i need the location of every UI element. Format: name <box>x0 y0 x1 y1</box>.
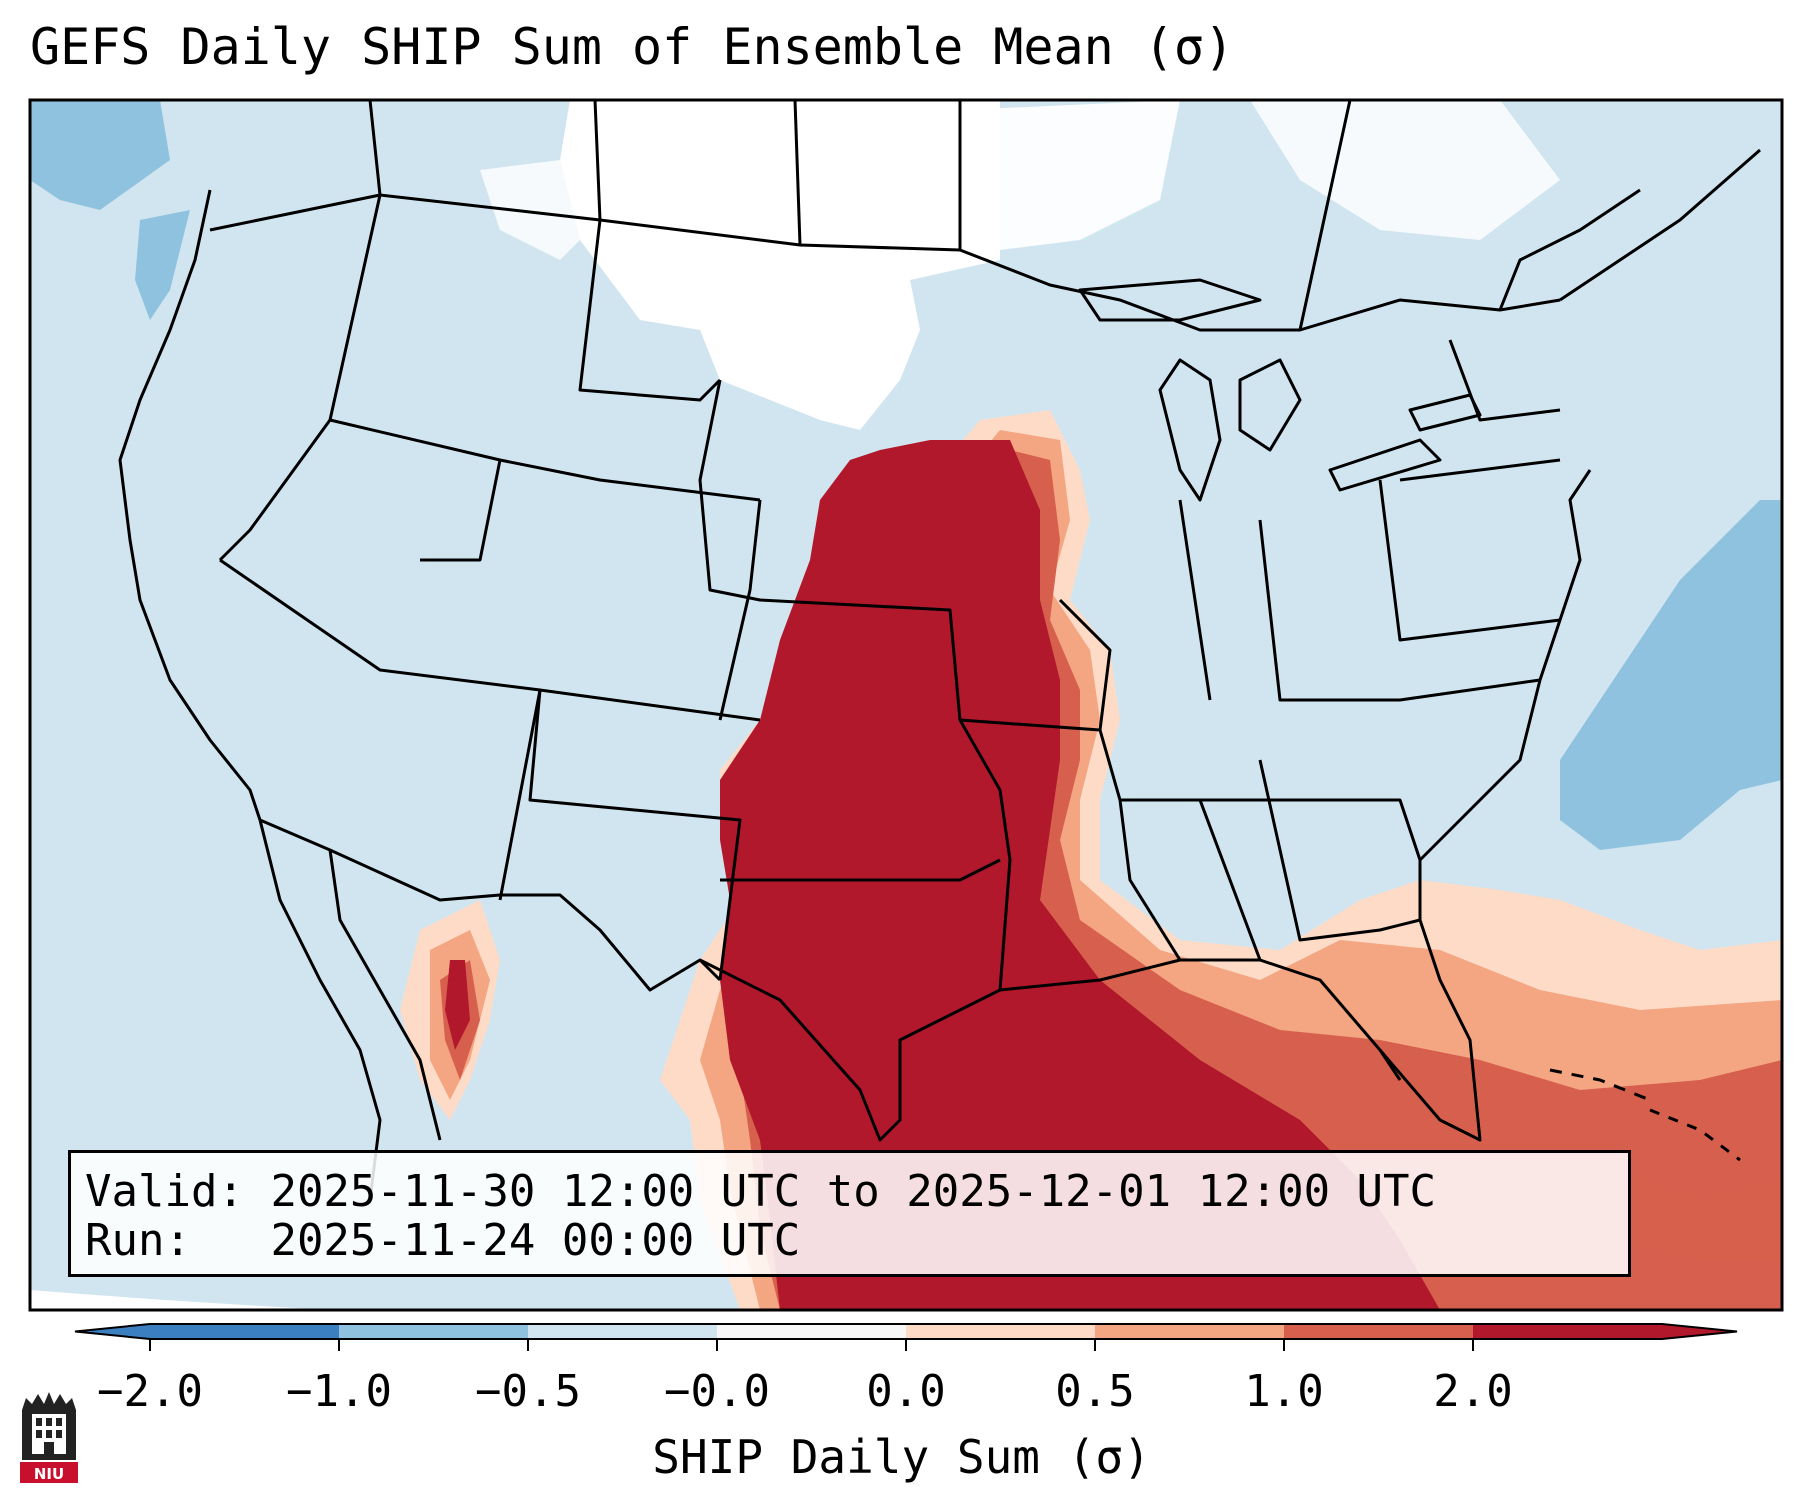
map-field <box>30 100 1782 1310</box>
colorbar-tick-label: 2.0 <box>1433 1366 1513 1417</box>
run-line: Run: 2025-11-24 00:00 UTC <box>85 1216 1614 1265</box>
colorbar-tick-label: −2.0 <box>97 1366 203 1417</box>
colorbar-tick-label: 1.0 <box>1244 1366 1324 1417</box>
colorbar-extend-low <box>75 1324 150 1339</box>
colorbar-label: SHIP Daily Sum (σ) <box>652 1430 1151 1484</box>
colorbar-segment <box>1473 1324 1663 1339</box>
colorbar-segment <box>150 1324 340 1339</box>
boundary-lines <box>118 100 1761 1201</box>
valid-label: Valid: <box>85 1166 244 1217</box>
colorbar-segment <box>528 1324 718 1339</box>
colorbar-tick-label: −0.0 <box>664 1366 770 1417</box>
map-frame <box>28 98 1784 1312</box>
colorbar-segment <box>1095 1324 1285 1339</box>
colorbar-tick-label: −1.0 <box>286 1366 392 1417</box>
colorbar-segment <box>339 1324 529 1339</box>
colorbar-tick-label: 0.5 <box>1055 1366 1135 1417</box>
valid-line: Valid: 2025-11-30 12:00 UTC to 2025-12-0… <box>85 1167 1614 1216</box>
valid-run-info-box: Valid: 2025-11-30 12:00 UTC to 2025-12-0… <box>68 1150 1631 1277</box>
colorbar-extend-high <box>1662 1324 1737 1339</box>
negative-region-atlantic <box>1560 500 1782 850</box>
neutral-region-north <box>560 100 1000 430</box>
colorbar-segment <box>717 1324 907 1339</box>
west-coast-line <box>118 189 262 821</box>
colorbar <box>74 1323 1738 1351</box>
colorbar-tick-label: 0.0 <box>866 1366 946 1417</box>
colorbar-segment <box>1284 1324 1474 1339</box>
run-label: Run: <box>85 1215 191 1267</box>
run-value: 2025-11-24 00:00 UTC <box>270 1215 801 1267</box>
niu-logo: NIU <box>20 1392 78 1483</box>
valid-value: 2025-11-30 12:00 UTC to 2025-12-01 12:00… <box>270 1166 1437 1217</box>
negative-region-northwest <box>30 100 170 210</box>
colorbar-segment <box>906 1324 1096 1339</box>
chart-title: GEFS Daily SHIP Sum of Ensemble Mean (σ) <box>30 18 1235 76</box>
colorbar-tick-label: −0.5 <box>475 1366 581 1417</box>
logo-text: NIU <box>34 1465 64 1483</box>
